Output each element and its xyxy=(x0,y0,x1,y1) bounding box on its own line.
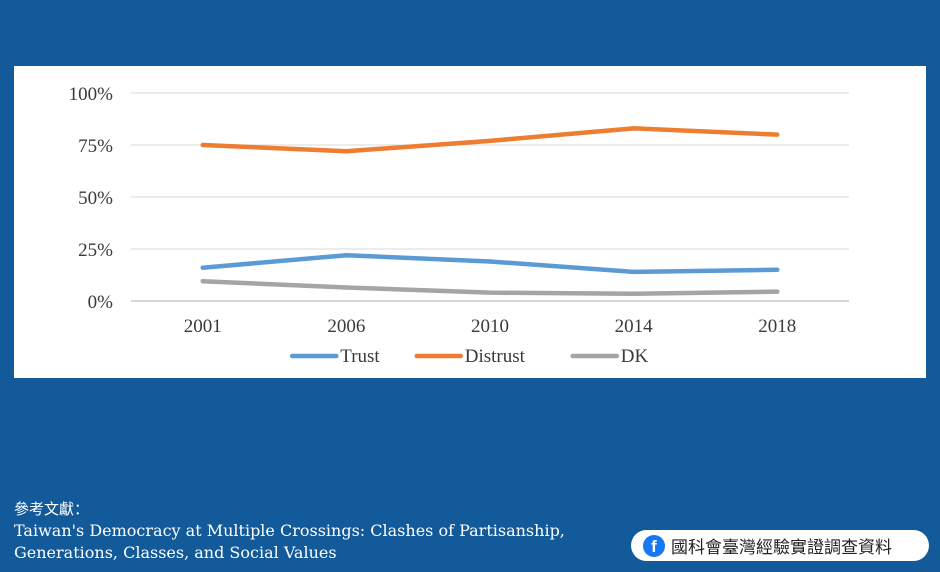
reference-title-line-2: Generations, Classes, and Social Values xyxy=(14,543,337,562)
legend-label-trust: Trust xyxy=(340,346,380,367)
facebook-icon: f xyxy=(643,534,665,557)
data-point-dk-2001 xyxy=(200,279,205,284)
source-label: 國科會臺灣經驗實證調查資料 xyxy=(671,538,892,558)
data-point-distrust-2001 xyxy=(200,142,205,148)
data-point-distrust-2010 xyxy=(487,138,493,144)
data-point-dk-2006 xyxy=(344,285,349,290)
data-point-dk-2010 xyxy=(487,290,493,295)
data-point-dk-2014 xyxy=(631,291,636,296)
y-tick-label: 100% xyxy=(69,84,114,105)
data-point-trust-2010 xyxy=(487,259,493,264)
data-point-trust-2001 xyxy=(200,265,205,270)
x-tick-label: 2006 xyxy=(327,316,365,337)
data-point-trust-2018 xyxy=(775,267,780,272)
y-tick-label: 25% xyxy=(78,240,113,261)
chart-panel: 0% 25% 50% 75% 100% 2001 2006 2010 2014 2018 Trust… xyxy=(14,66,926,378)
y-tick-label: 75% xyxy=(78,136,113,157)
reference-block: 參考文獻： Taiwan's Democracy at Multiple Cro… xyxy=(14,498,565,564)
x-tick-label: 2014 xyxy=(615,316,654,337)
data-point-dk-2018 xyxy=(775,289,780,294)
y-tick-label: 50% xyxy=(78,188,113,209)
legend-label-distrust: Distrust xyxy=(465,346,526,367)
data-point-distrust-2018 xyxy=(775,132,780,137)
data-point-trust-2014 xyxy=(631,269,636,275)
y-tick-label: 0% xyxy=(88,292,114,313)
data-point-distrust-2006 xyxy=(344,149,349,154)
data-point-trust-2006 xyxy=(344,253,349,258)
legend-label-dk: DK xyxy=(621,346,649,367)
source-badge[interactable]: f 國科會臺灣經驗實證調查資料 xyxy=(631,530,929,561)
x-tick-label: 2001 xyxy=(184,316,222,337)
x-tick-label: 2010 xyxy=(471,316,509,337)
x-tick-label: 2018 xyxy=(758,316,796,337)
data-point-distrust-2014 xyxy=(631,126,636,131)
reference-heading: 參考文獻： xyxy=(14,500,90,518)
reference-title-line-1: Taiwan's Democracy at Multiple Crossings… xyxy=(14,521,565,540)
line-chart: 0% 25% 50% 75% 100% 2001 2006 2010 2014 2018 Trust… xyxy=(69,84,849,367)
